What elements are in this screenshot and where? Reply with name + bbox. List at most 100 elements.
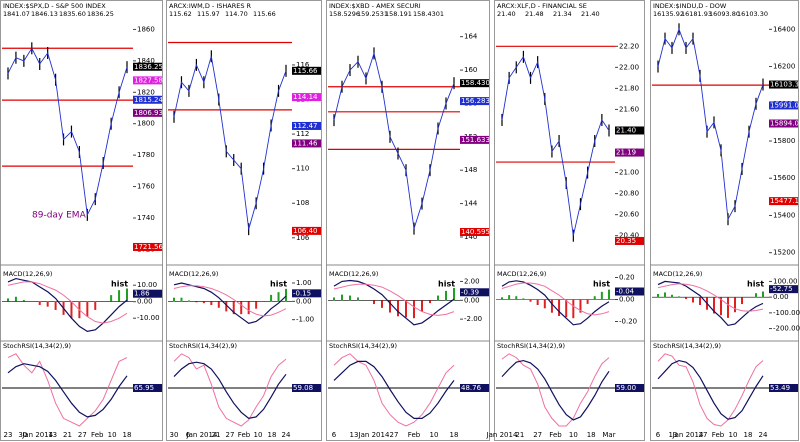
- price-tag-label: 112.47: [293, 122, 318, 130]
- y-tick-label: 1740: [137, 214, 155, 222]
- macd-tag: [460, 288, 489, 297]
- price-tag-label: 15991.05: [770, 101, 800, 109]
- y-tick-label: 1780: [137, 151, 155, 159]
- y-tick-label: 15400: [773, 211, 795, 219]
- price-line: [333, 51, 455, 229]
- ohlc-value: 158.5296: [329, 10, 360, 18]
- price-tag-label: 140.5959: [461, 228, 494, 236]
- panel: INDEX:$XBD - AMEX SECURI158.5296159.2531…: [326, 0, 494, 441]
- price-tag: [292, 121, 321, 130]
- stoch-title: StochRSI(14,34(2),9): [497, 342, 565, 350]
- panel-frame: [650, 0, 799, 441]
- macd-tag: [769, 285, 798, 294]
- y-tick-label: -2.00: [464, 315, 482, 323]
- y-tick-label: 0.00: [137, 298, 153, 306]
- panel-header: ARCX:XLF,D - FINANCIAL SE: [497, 2, 587, 10]
- y-tick-label: 164: [464, 33, 478, 41]
- macd-tag-label: -52.75: [770, 285, 793, 293]
- date-label: 27: [226, 431, 235, 439]
- date-label: 24: [759, 431, 768, 439]
- panel-frame: [326, 0, 490, 441]
- y-tick-label: 160: [464, 66, 477, 74]
- date-label: 30: [170, 431, 179, 439]
- stoch-tag-label: 59.00: [616, 384, 636, 392]
- price-line: [501, 55, 610, 236]
- price-tag: [460, 227, 489, 236]
- y-tick-label: 140: [464, 233, 477, 241]
- macd-line: [501, 280, 610, 326]
- price-tag: [292, 66, 321, 75]
- date-label: 21: [515, 431, 524, 439]
- price-tag-label: 115.66: [293, 67, 318, 75]
- price-line: [173, 56, 287, 230]
- price-tag: [292, 93, 321, 102]
- date-label: 18: [587, 431, 596, 439]
- y-tick-label: 21.60: [619, 105, 639, 113]
- hist-label: hist: [270, 280, 287, 289]
- y-tick-label: 1.00: [296, 279, 312, 287]
- ohlc-value: 21.40: [497, 10, 516, 18]
- date-label: 10: [430, 431, 439, 439]
- price-tag: [615, 148, 644, 157]
- date-label: Jan 2014: [672, 431, 704, 439]
- stoch-line: [657, 353, 764, 427]
- y-tick-label: 0.00: [619, 296, 635, 304]
- panel-header: ARCX:IWM,D - ISHARES R: [169, 2, 252, 10]
- hist-label: hist: [111, 280, 128, 289]
- y-tick-label: 0.00: [464, 296, 480, 304]
- macd-title: MACD(12,26,9): [653, 270, 702, 278]
- date-label: 10: [569, 431, 578, 439]
- date-label: Mar: [602, 431, 615, 439]
- stoch-signal: [7, 363, 128, 418]
- y-tick-label: 108: [296, 199, 309, 207]
- macd-signal: [501, 282, 610, 316]
- y-tick-label: -0.20: [619, 318, 637, 326]
- macd-title: MACD(12,26,9): [3, 270, 52, 278]
- y-tick-label: 15200: [773, 249, 795, 257]
- stoch-title: StochRSI(14,34(2),9): [329, 342, 397, 350]
- macd-signal: [7, 281, 128, 324]
- price-tag: [460, 97, 489, 106]
- date-label: 18: [268, 431, 277, 439]
- y-tick-label: 1800: [137, 120, 155, 128]
- panel-header: INDEX:$XBD - AMEX SECURI: [329, 2, 421, 10]
- price-tag: [769, 197, 798, 206]
- macd-tag-label: 1.86: [134, 290, 150, 298]
- y-tick-label: 20.80: [619, 190, 639, 198]
- macd-line: [657, 280, 764, 327]
- panel-frame: [494, 0, 645, 441]
- date-label: 24: [282, 431, 291, 439]
- price-tag-label: 106.40: [293, 227, 318, 235]
- stoch-signal: [173, 361, 287, 420]
- date-label: Jan 2014: [186, 431, 218, 439]
- y-tick-label: 16400: [773, 25, 795, 33]
- y-tick-label: 10.00: [137, 281, 157, 289]
- macd-line: [7, 277, 128, 333]
- price-tag: [133, 76, 162, 85]
- macd-signal: [333, 283, 455, 316]
- price-tag: [769, 119, 798, 128]
- stoch-line: [7, 353, 128, 427]
- macd-signal: [173, 285, 287, 317]
- stoch-tag: [460, 384, 489, 392]
- y-tick-label: 110: [296, 165, 309, 173]
- date-label: Feb: [712, 431, 725, 439]
- date-label: 27: [533, 431, 542, 439]
- date-label: 18: [450, 431, 459, 439]
- ohlc-value: 114.70: [225, 10, 248, 18]
- y-tick-label: 16200: [773, 63, 795, 71]
- ohlc-value: 16103.30: [737, 10, 768, 18]
- hist-label: hist: [747, 280, 764, 289]
- panel-header: INDEX:$INDU,D - DOW: [653, 2, 727, 10]
- y-tick-label: 15800: [773, 137, 795, 145]
- y-tick-label: 22.00: [619, 63, 639, 71]
- date-label: 10: [108, 431, 117, 439]
- price-tag: [292, 139, 321, 148]
- price-tag-label: 114.14: [293, 93, 318, 101]
- y-tick-label: 0.00: [296, 297, 312, 305]
- macd-tag: [133, 289, 162, 298]
- date-label: 30: [18, 431, 27, 439]
- ohlc-value: 115.97: [197, 10, 220, 18]
- price-tag-label: 20.35: [616, 237, 636, 245]
